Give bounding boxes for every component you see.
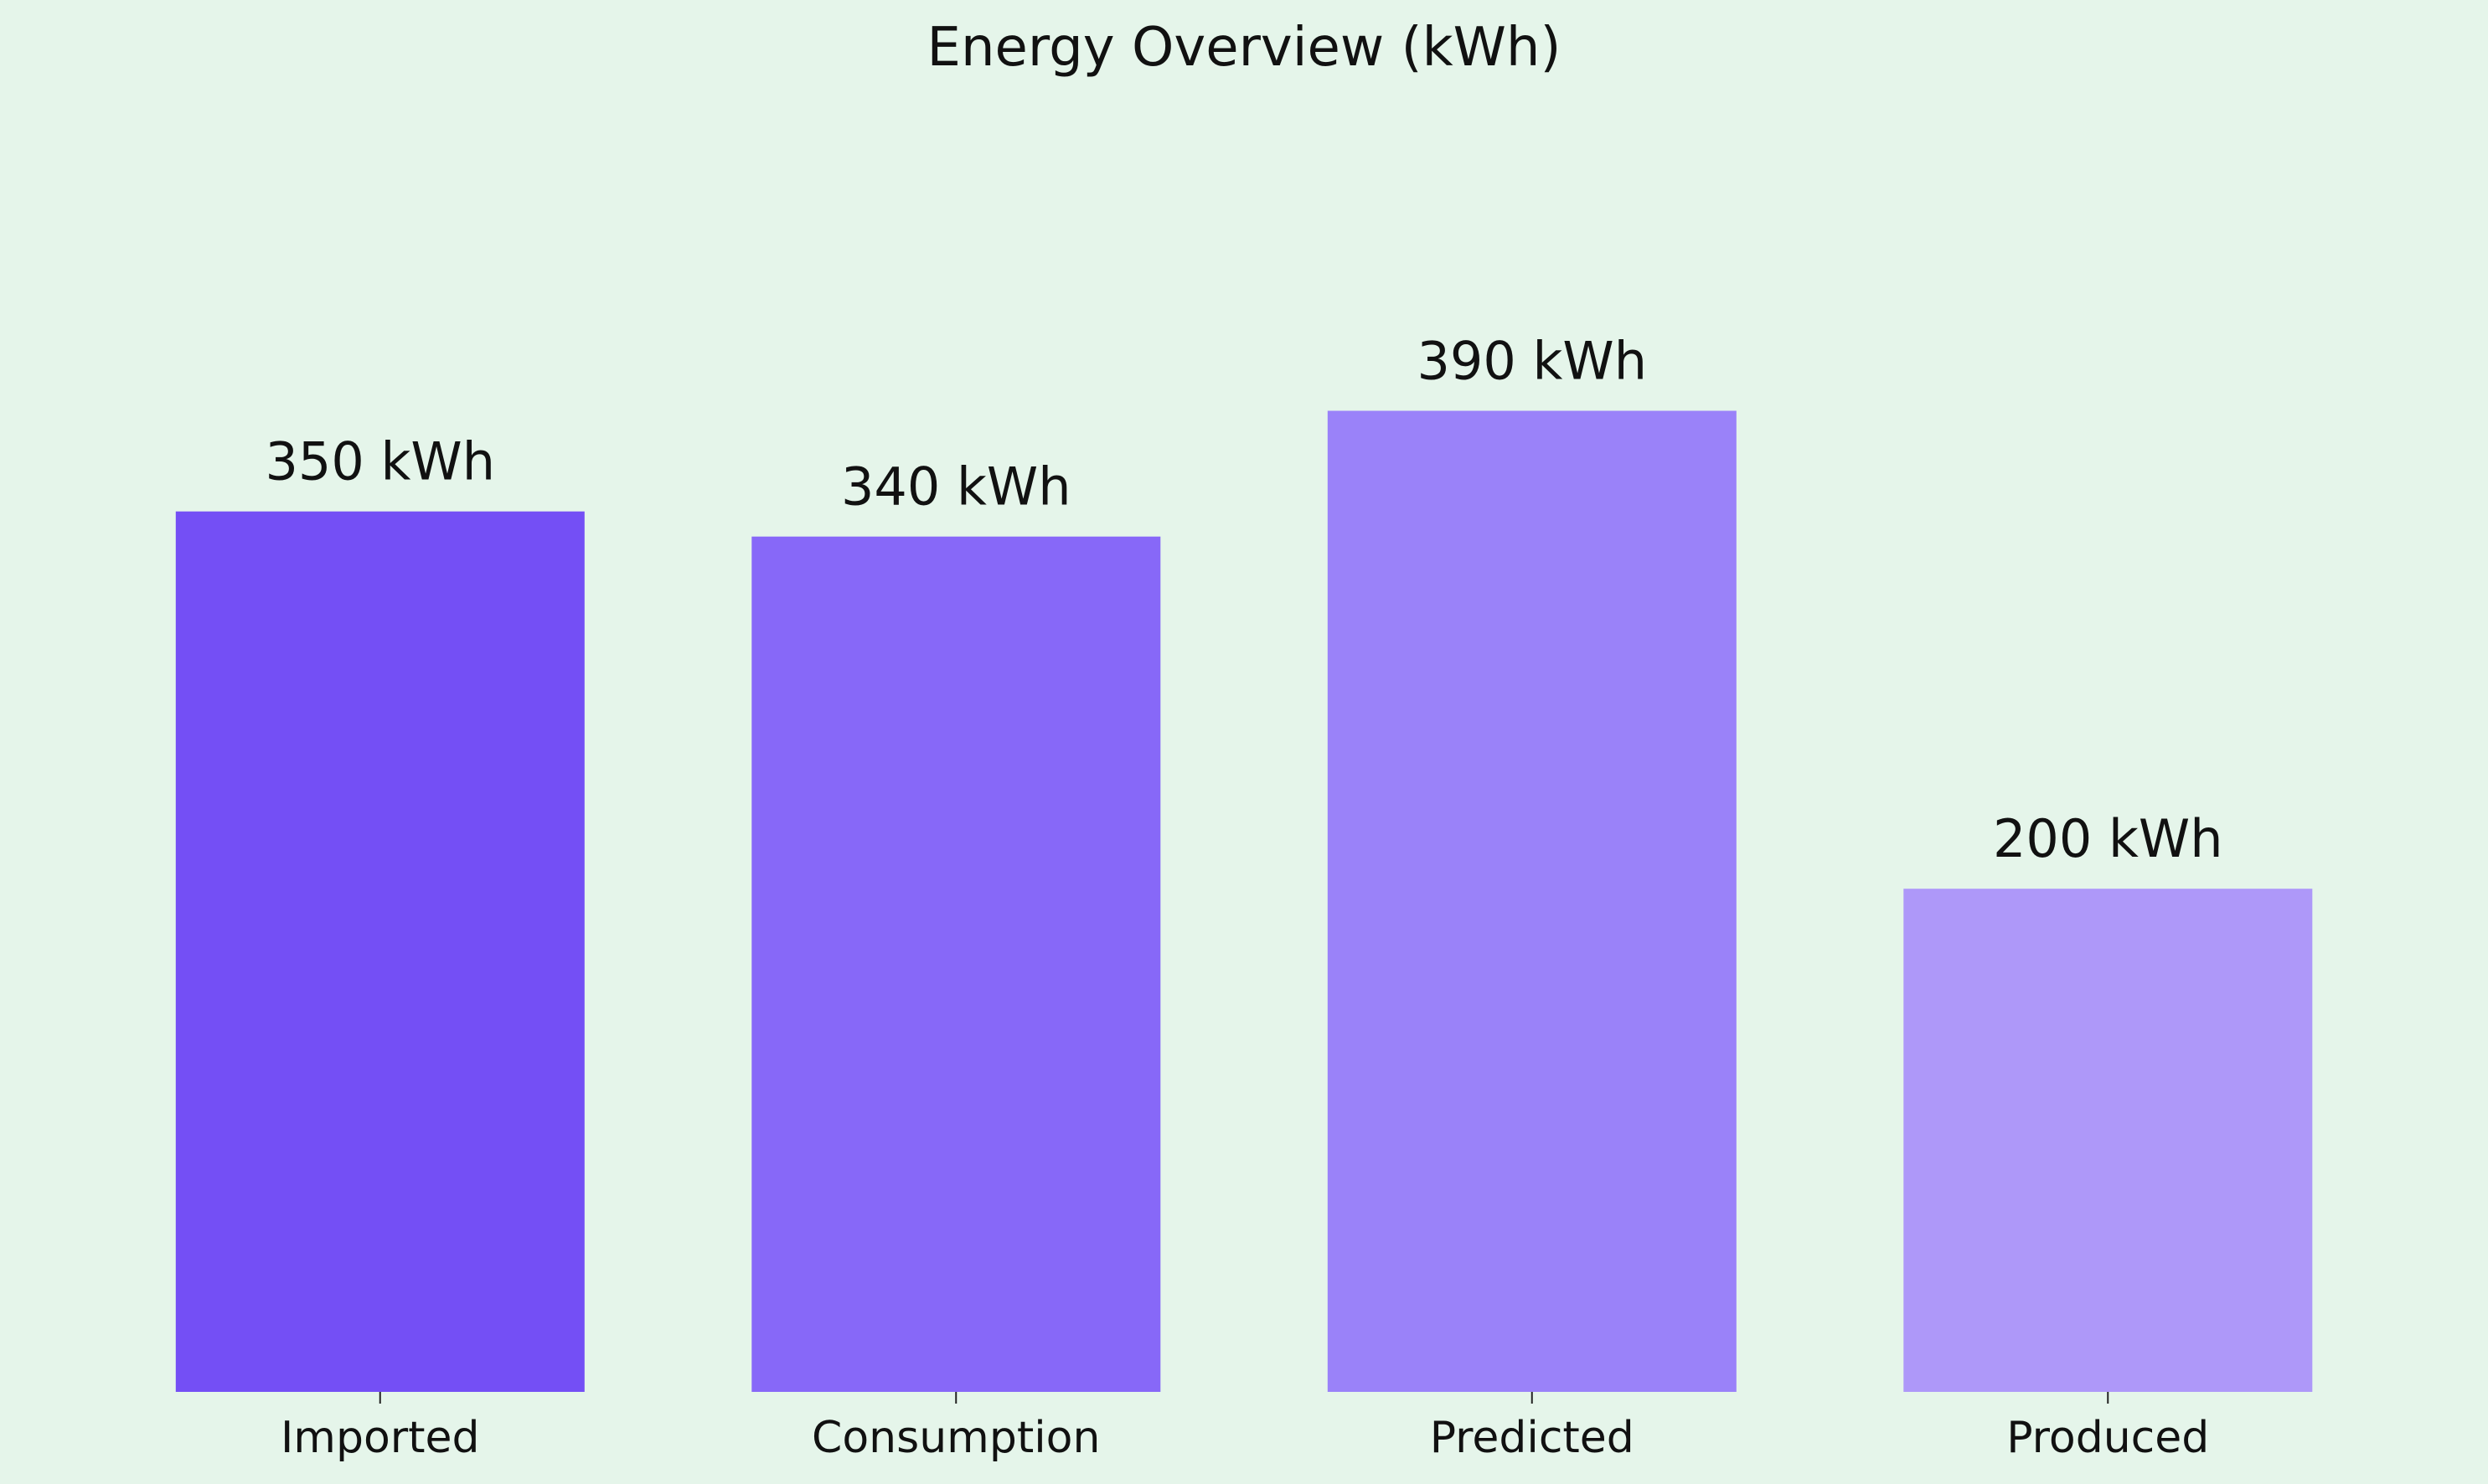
x-tick-label: Consumption	[812, 1413, 1100, 1463]
data-label: 390 kWh	[1417, 331, 1647, 392]
bar-predicted	[1327, 410, 1737, 1392]
x-axis: Imported Consumption Predicted Produced	[281, 1392, 2209, 1463]
x-tick-label: Predicted	[1430, 1413, 1634, 1463]
x-tick-label: Imported	[281, 1413, 480, 1463]
bar-consumption	[751, 536, 1161, 1392]
bars-layer	[175, 410, 2313, 1393]
data-label: 340 kWh	[841, 456, 1071, 518]
chart-title: Energy Overview (kWh)	[927, 17, 1561, 79]
bar-produced	[1903, 889, 2313, 1392]
data-label: 200 kWh	[1993, 808, 2223, 869]
bar-imported	[175, 511, 585, 1393]
x-tick-label: Produced	[2006, 1413, 2209, 1463]
data-labels: 350 kWh 340 kWh 390 kWh 200 kWh	[265, 331, 2222, 870]
data-label: 350 kWh	[265, 431, 495, 492]
